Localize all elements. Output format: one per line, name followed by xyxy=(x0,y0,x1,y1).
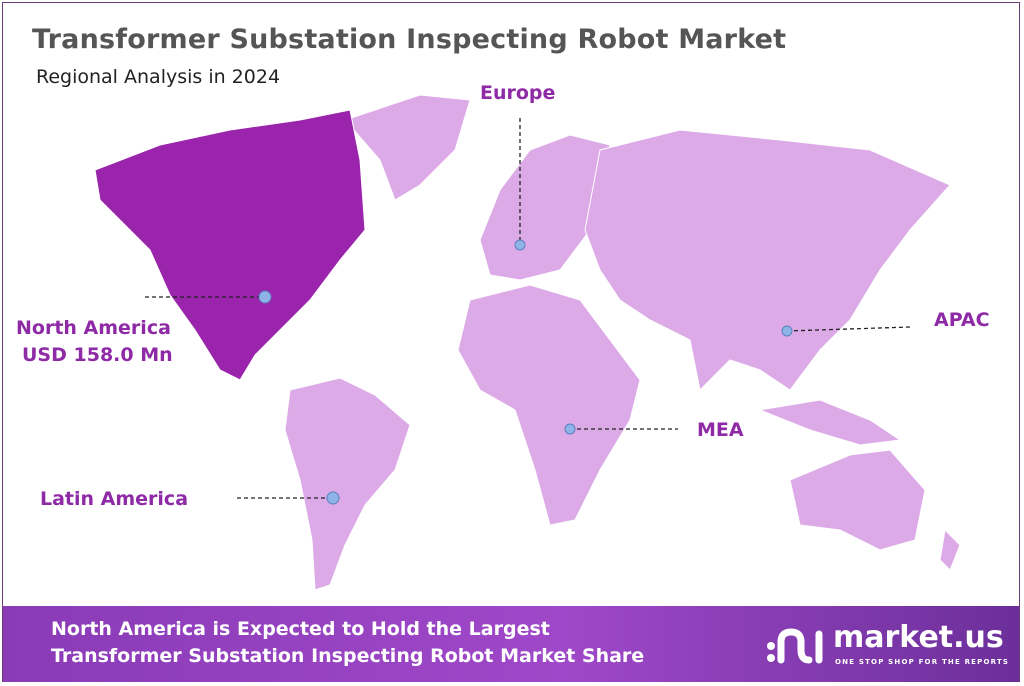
mea-marker xyxy=(564,423,576,435)
footer-text: North America is Expected to Hold the La… xyxy=(51,616,644,670)
logo-name: market.us xyxy=(833,620,1004,655)
europe-marker xyxy=(514,239,526,251)
label-mea: MEA xyxy=(697,419,744,441)
footer-line-1: North America is Expected to Hold the La… xyxy=(51,618,550,640)
logo-tagline: ONE STOP SHOP FOR THE REPORTS xyxy=(835,658,1010,666)
latin-america-marker xyxy=(326,491,340,505)
logo-mark-icon xyxy=(767,628,823,664)
greenland xyxy=(344,94,471,201)
indonesia xyxy=(758,399,902,446)
label-latin-america: Latin America xyxy=(40,488,189,510)
page-title: Transformer Substation Inspecting Robot … xyxy=(32,24,787,55)
australia xyxy=(789,449,926,551)
south-america xyxy=(284,377,411,591)
apac-marker xyxy=(781,325,793,337)
page-subtitle: Regional Analysis in 2024 xyxy=(36,66,281,88)
asia xyxy=(584,129,951,392)
africa xyxy=(457,284,641,526)
label-apac: APAC xyxy=(934,309,990,331)
footer-banner: North America is Expected to Hold the La… xyxy=(3,606,1019,682)
new-zealand xyxy=(939,528,961,571)
north-america xyxy=(94,109,366,381)
world-map xyxy=(94,94,961,591)
label-north-america-value: USD 158.0 Mn xyxy=(22,344,173,366)
label-europe: Europe xyxy=(480,82,556,104)
label-north-america: North America xyxy=(16,317,171,339)
market-us-logo: market.us ONE STOP SHOP FOR THE REPORTS xyxy=(763,620,1008,670)
north-america-marker xyxy=(258,290,272,304)
footer-line-2: Transformer Substation Inspecting Robot … xyxy=(51,645,645,667)
